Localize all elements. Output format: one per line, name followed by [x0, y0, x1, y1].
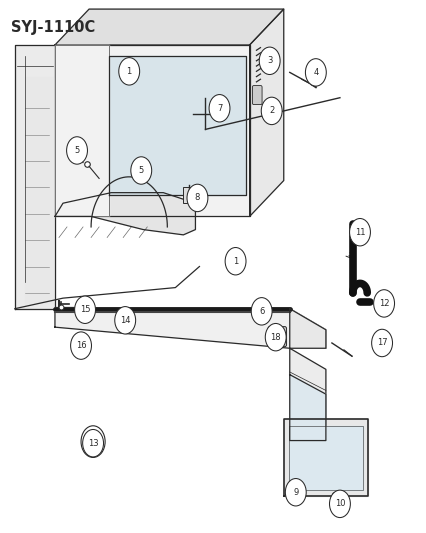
Text: 11: 11: [354, 228, 364, 237]
Polygon shape: [249, 9, 283, 216]
Circle shape: [259, 47, 279, 75]
Text: SYJ-1110C: SYJ-1110C: [11, 20, 95, 35]
Circle shape: [70, 332, 91, 359]
Polygon shape: [55, 45, 109, 216]
Text: 13: 13: [88, 439, 98, 448]
Circle shape: [329, 490, 350, 518]
Polygon shape: [55, 192, 195, 235]
Text: 1: 1: [126, 67, 132, 76]
Polygon shape: [109, 55, 245, 195]
Text: 5: 5: [74, 146, 80, 155]
FancyBboxPatch shape: [268, 327, 286, 346]
Circle shape: [115, 306, 135, 334]
Circle shape: [373, 290, 394, 317]
Text: 2: 2: [268, 107, 273, 116]
Text: 8: 8: [194, 193, 200, 203]
Polygon shape: [289, 348, 325, 467]
Text: 4: 4: [313, 68, 318, 77]
Text: 9: 9: [293, 488, 298, 497]
Circle shape: [83, 430, 103, 457]
Circle shape: [349, 219, 370, 246]
Circle shape: [265, 324, 285, 351]
Circle shape: [130, 157, 151, 184]
FancyBboxPatch shape: [183, 188, 195, 203]
Circle shape: [88, 435, 98, 448]
Circle shape: [187, 184, 207, 212]
Polygon shape: [55, 45, 249, 216]
Circle shape: [261, 97, 282, 125]
Text: 10: 10: [334, 499, 344, 508]
Circle shape: [75, 296, 95, 324]
Polygon shape: [289, 309, 325, 348]
FancyBboxPatch shape: [332, 493, 343, 503]
Text: 15: 15: [80, 305, 90, 314]
Polygon shape: [55, 9, 283, 45]
Polygon shape: [25, 77, 53, 303]
Text: 18: 18: [270, 333, 280, 342]
Circle shape: [225, 247, 245, 275]
Polygon shape: [15, 45, 55, 309]
Text: 14: 14: [120, 316, 130, 325]
Text: 12: 12: [378, 299, 389, 308]
Text: 3: 3: [266, 56, 272, 66]
Circle shape: [250, 297, 271, 325]
Polygon shape: [283, 419, 367, 496]
Circle shape: [81, 426, 105, 457]
Circle shape: [371, 329, 391, 357]
Text: 5: 5: [138, 166, 144, 175]
Text: 17: 17: [376, 338, 386, 348]
Circle shape: [305, 59, 325, 86]
Circle shape: [66, 137, 87, 164]
Text: 16: 16: [75, 341, 86, 350]
Polygon shape: [288, 426, 363, 490]
Text: 7: 7: [216, 104, 222, 113]
Text: 6: 6: [259, 307, 264, 316]
FancyBboxPatch shape: [252, 86, 262, 104]
Circle shape: [209, 94, 230, 122]
Polygon shape: [289, 375, 325, 441]
Text: 1: 1: [233, 257, 238, 266]
Polygon shape: [55, 309, 325, 348]
Circle shape: [118, 58, 139, 85]
Circle shape: [285, 479, 305, 506]
